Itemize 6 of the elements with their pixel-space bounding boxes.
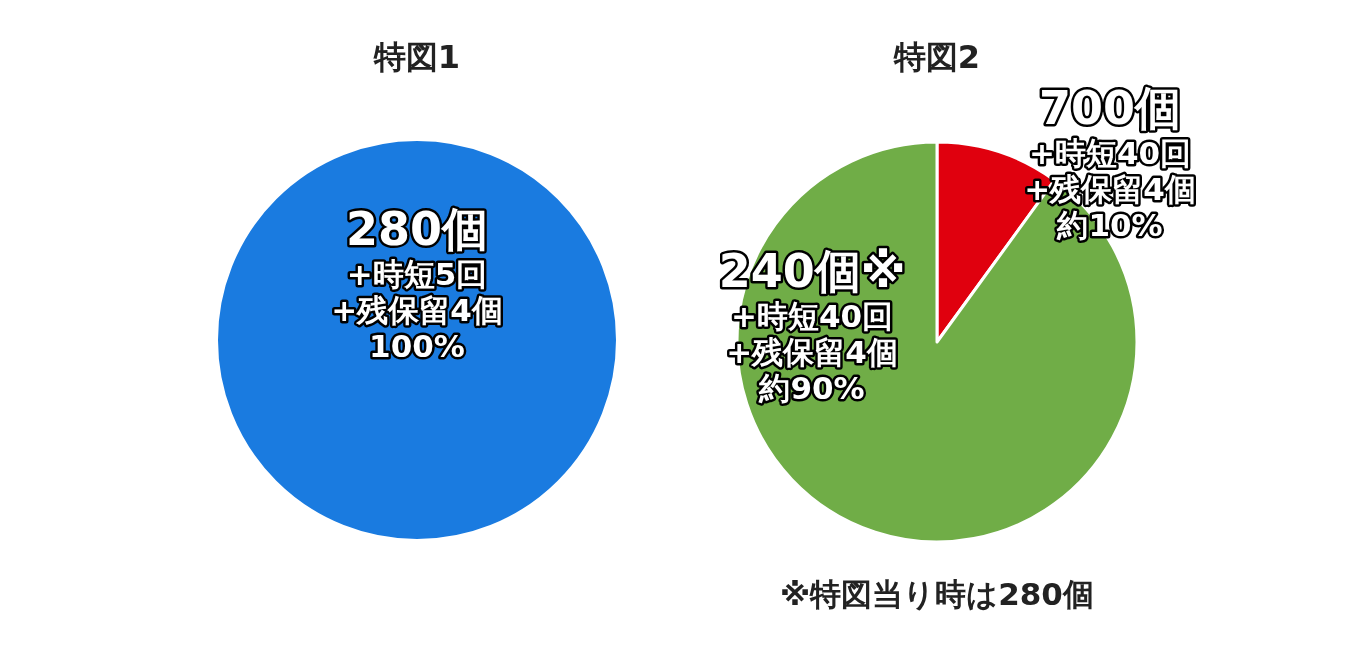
slice-label: 280個 +時短5回 +残保留4個: [331, 202, 503, 328]
data-label: 約90%: [758, 370, 865, 406]
chart-title: 特図2: [892, 38, 981, 76]
data-label: 100%: [369, 328, 465, 364]
text: ※特図当り時は280個: [780, 576, 1094, 612]
chart-title: 特図1: [372, 38, 461, 76]
